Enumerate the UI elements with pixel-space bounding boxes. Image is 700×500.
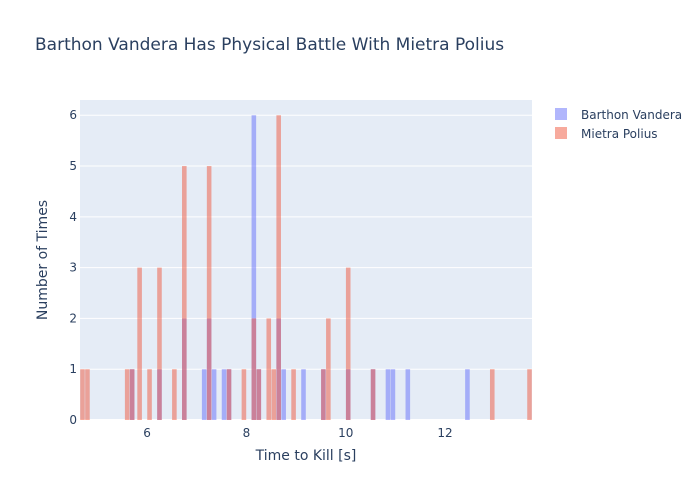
bars-layer — [80, 115, 532, 420]
bar-series1-x7.25[interactable] — [206, 166, 212, 420]
y-tick-label-3: 3 — [69, 261, 77, 275]
bar-series0-x8.15[interactable] — [251, 115, 257, 420]
bar-series1-x4.8[interactable] — [85, 369, 90, 420]
bar-series0-x11.25[interactable] — [405, 369, 411, 420]
bar-series0-x7.35[interactable] — [211, 369, 217, 420]
bar-series0-x12.45[interactable] — [465, 369, 470, 420]
bar-series1-x13.7[interactable] — [527, 369, 532, 420]
bar-series1-x7.65[interactable] — [226, 369, 232, 420]
y-axis-ticks: 0 1 2 3 4 5 6 — [69, 108, 77, 427]
bar-series1-x8.45[interactable] — [266, 318, 272, 420]
bar-series1-x8.15[interactable] — [251, 318, 257, 420]
bar-series1-x5.6[interactable] — [124, 369, 130, 420]
x-tick-label-6: 6 — [143, 426, 151, 440]
bar-series1-x9.55[interactable] — [321, 369, 326, 420]
bar-series1-x4.7[interactable] — [80, 369, 85, 420]
bar-series1-x5.85[interactable] — [137, 267, 142, 420]
legend-label-mietra-polius: Mietra Polius — [581, 127, 658, 141]
bar-series1-x8.55[interactable] — [271, 369, 276, 420]
bar-series1-x8.25[interactable] — [256, 369, 262, 420]
bar-series1-x10.55[interactable] — [370, 369, 376, 420]
bar-series1-x6.05[interactable] — [147, 369, 152, 420]
y-tick-label-2: 2 — [69, 311, 77, 325]
bar-series1-x7.95[interactable] — [241, 369, 247, 420]
gridlines — [80, 114, 532, 421]
bar-series1-x6.55[interactable] — [172, 369, 177, 420]
y-tick-label-5: 5 — [69, 159, 77, 173]
x-tick-label-10: 10 — [338, 426, 353, 440]
legend[interactable]: Barthon Vandera Mietra Polius — [555, 108, 682, 141]
y-axis-title: Number of Times — [35, 200, 51, 320]
bar-series0-x8.75[interactable] — [281, 369, 286, 420]
x-axis-ticks: 6 8 10 12 — [143, 426, 452, 440]
legend-swatch-barthon-vandera — [555, 108, 567, 120]
y-tick-label-1: 1 — [69, 362, 77, 376]
bar-series1-x12.95[interactable] — [489, 369, 495, 420]
bar-series0-x7.15[interactable] — [201, 369, 207, 420]
bar-series1-x6.75[interactable] — [182, 166, 187, 420]
bar-series1-x10.05[interactable] — [345, 267, 351, 420]
bar-series0-x7.55[interactable] — [221, 369, 227, 420]
y-tick-label-6: 6 — [69, 108, 77, 122]
plot-area — [80, 100, 532, 420]
x-tick-label-12: 12 — [437, 426, 452, 440]
x-tick-label-8: 8 — [243, 426, 251, 440]
legend-item-barthon-vandera[interactable]: Barthon Vandera — [555, 108, 682, 122]
bar-series1-x5.7[interactable] — [129, 369, 135, 420]
y-tick-label-4: 4 — [69, 210, 77, 224]
bar-series1-x6.25[interactable] — [157, 267, 162, 420]
legend-item-mietra-polius[interactable]: Mietra Polius — [555, 127, 658, 141]
bar-series0-x10.95[interactable] — [390, 369, 396, 420]
bar-series0-x10.85[interactable] — [385, 369, 391, 420]
series-1 — [80, 115, 532, 420]
bar-series1-x9.65[interactable] — [326, 318, 331, 420]
bar-series1-x8.65[interactable] — [276, 115, 281, 420]
bar-series1-x8.95[interactable] — [291, 369, 296, 420]
y-tick-label-0: 0 — [69, 413, 77, 427]
x-axis-title: Time to Kill [s] — [255, 448, 357, 464]
chart-title: Barthon Vandera Has Physical Battle With… — [35, 35, 504, 55]
legend-swatch-mietra-polius — [555, 127, 567, 139]
bar-series0-x9.15[interactable] — [301, 369, 306, 420]
legend-label-barthon-vandera: Barthon Vandera — [581, 108, 682, 122]
